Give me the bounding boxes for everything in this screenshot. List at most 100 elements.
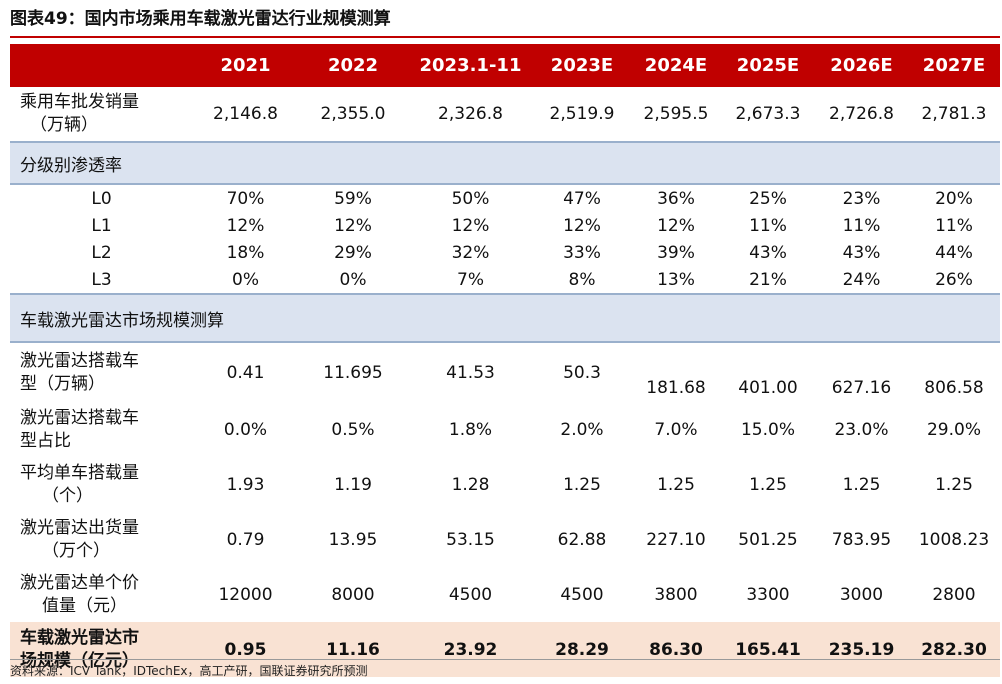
header-cell: 2027E: [908, 44, 1000, 87]
table-cell: 12000: [218, 584, 273, 605]
table-cell: 2,355.0: [320, 104, 386, 124]
table-cell: 3000: [839, 584, 884, 605]
table-cell: 2,146.8: [213, 104, 278, 124]
table-cell: 806.58: [908, 341, 1000, 402]
table-cell: 11%: [935, 215, 973, 236]
table-cell: 1.25: [842, 474, 881, 495]
section-label: 车载激光雷达市场规模测算: [10, 293, 1000, 342]
table-cell: 32%: [451, 242, 490, 263]
title-divider: [10, 36, 1000, 38]
table-cell: 1.19: [334, 474, 372, 495]
table-cell: 4500: [560, 584, 604, 605]
header-cell: 2023.1-11: [408, 44, 533, 87]
table-cell: 8000: [331, 584, 375, 605]
table-cell: 86.30: [631, 622, 721, 677]
table-cell: 11.695: [298, 341, 408, 402]
table-cell: 0.0%: [223, 419, 268, 440]
table-cell: 1.25: [935, 474, 973, 495]
table-cell: 181.68: [631, 341, 721, 402]
table-cell: 23.0%: [834, 419, 889, 440]
header-cell: 2021: [193, 44, 298, 87]
header-cell: 2022: [298, 44, 408, 87]
table-cell: 0.5%: [331, 419, 375, 440]
table-cell: 7%: [457, 269, 484, 290]
table-cell: 235.19: [815, 622, 908, 677]
table-cell: 1.25: [749, 474, 787, 495]
table-cell: 12%: [334, 215, 372, 236]
section-row: 分级别渗透率: [10, 141, 1000, 184]
table-cell: 59%: [298, 183, 408, 212]
data-table: 2021 2022 2023.1-11 2023E 2024E 2025E 20…: [10, 44, 1000, 677]
table-cell: 53.15: [446, 529, 495, 550]
table-cell: 2,673.3: [735, 104, 801, 124]
table-row: 激光雷达出货量 （万个） 0.79 13.95 53.15 62.88 227.10 501…: [10, 512, 1000, 567]
table-cell: 1.25: [563, 474, 601, 495]
table-row: 车载激光雷达市 场规模（亿元） 0.95 11.16 23.92 28.29 86.30 1…: [10, 622, 1000, 677]
table-cell: 43%: [749, 242, 787, 263]
table-cell: 12%: [657, 215, 695, 236]
table-cell: 0.79: [226, 529, 265, 550]
table-cell: 0%: [232, 269, 259, 290]
table-cell: 2,781.3: [921, 104, 987, 124]
row-label: L2: [91, 242, 112, 263]
table-row: L1 12% 12% 12% 12% 12% 11% 11% 11%: [10, 212, 1000, 239]
table-cell: 2,326.8: [438, 104, 503, 124]
header-cell: 2026E: [815, 44, 908, 87]
table-row: L0 70% 59% 50% 47% 36% 25% 23% 20%: [10, 183, 1000, 212]
row-label: 平均单车搭载量 （个）: [20, 462, 139, 506]
table-cell: 23.92: [408, 622, 533, 677]
row-label: 乘用车批发销量 （万辆）: [20, 92, 139, 135]
table-cell: 3800: [654, 584, 698, 605]
header-cell: 2025E: [721, 44, 815, 87]
table-cell: 227.10: [646, 529, 706, 550]
table-cell: 18%: [226, 242, 265, 263]
table-cell: 23%: [815, 183, 908, 212]
bottom-divider: [10, 659, 1000, 660]
table-cell: 47%: [533, 183, 631, 212]
table-cell: 29%: [334, 242, 372, 263]
row-label: L0: [10, 183, 193, 212]
table-cell: 25%: [721, 183, 815, 212]
table-row: 平均单车搭载量 （个） 1.93 1.19 1.28 1.25 1.25 1.25 1.25 1…: [10, 457, 1000, 512]
table-cell: 1.25: [657, 474, 695, 495]
table-cell: 8%: [568, 269, 596, 290]
table-cell: 0%: [339, 269, 367, 290]
row-label: 激光雷达搭载车 型占比: [20, 407, 139, 451]
table-cell: 12%: [563, 215, 601, 236]
table-cell: 12%: [451, 215, 490, 236]
table-cell: 62.88: [557, 529, 607, 550]
table-cell: 50.3: [533, 341, 631, 402]
table-cell: 1008.23: [918, 529, 990, 550]
row-label: L1: [91, 215, 112, 236]
table-cell: 1.93: [226, 474, 265, 495]
table-cell: 0.41: [193, 341, 298, 402]
table-cell: 21%: [749, 269, 787, 290]
source-note: 资料来源：ICV Tank，IDTechEx，高工产研，国联证券研究所预测: [10, 664, 368, 678]
header-cell: 2024E: [631, 44, 721, 87]
table-cell: 2,519.9: [549, 104, 615, 124]
row-label: 激光雷达单个价 值量（元）: [20, 572, 139, 616]
table-cell: 401.00: [721, 341, 815, 402]
table-cell: 70%: [193, 183, 298, 212]
table-row: L3 0% 0% 7% 8% 13% 21% 24% 26%: [10, 266, 1000, 294]
table-cell: 20%: [908, 183, 1000, 212]
table-row: 乘用车批发销量 （万辆） 2,146.8 2,355.0 2,326.8 2,519.9…: [10, 87, 1000, 142]
table-cell: 627.16: [815, 341, 908, 402]
table-cell: 3300: [746, 584, 790, 605]
table-cell: 7.0%: [654, 419, 698, 440]
table-cell: 11%: [749, 215, 787, 236]
table-cell: 282.30: [908, 622, 1000, 677]
section-row: 车载激光雷达市场规模测算: [10, 293, 1000, 342]
table-cell: 0.95: [193, 622, 298, 677]
table-cell: 41.53: [408, 341, 533, 402]
table-cell: 2,726.8: [829, 104, 894, 124]
table-cell: 26%: [935, 269, 973, 290]
table-cell: 1.28: [451, 474, 490, 495]
table-cell: 1.8%: [448, 419, 493, 440]
table-cell: 2,595.5: [643, 104, 709, 124]
table-cell: 12%: [226, 215, 265, 236]
table-cell: 39%: [657, 242, 695, 263]
table-row: 激光雷达单个价 值量（元） 12000 8000 4500 4500 3800 3300 30…: [10, 567, 1000, 622]
row-label: 激光雷达出货量 （万个）: [20, 517, 139, 561]
table-cell: 165.41: [721, 622, 815, 677]
